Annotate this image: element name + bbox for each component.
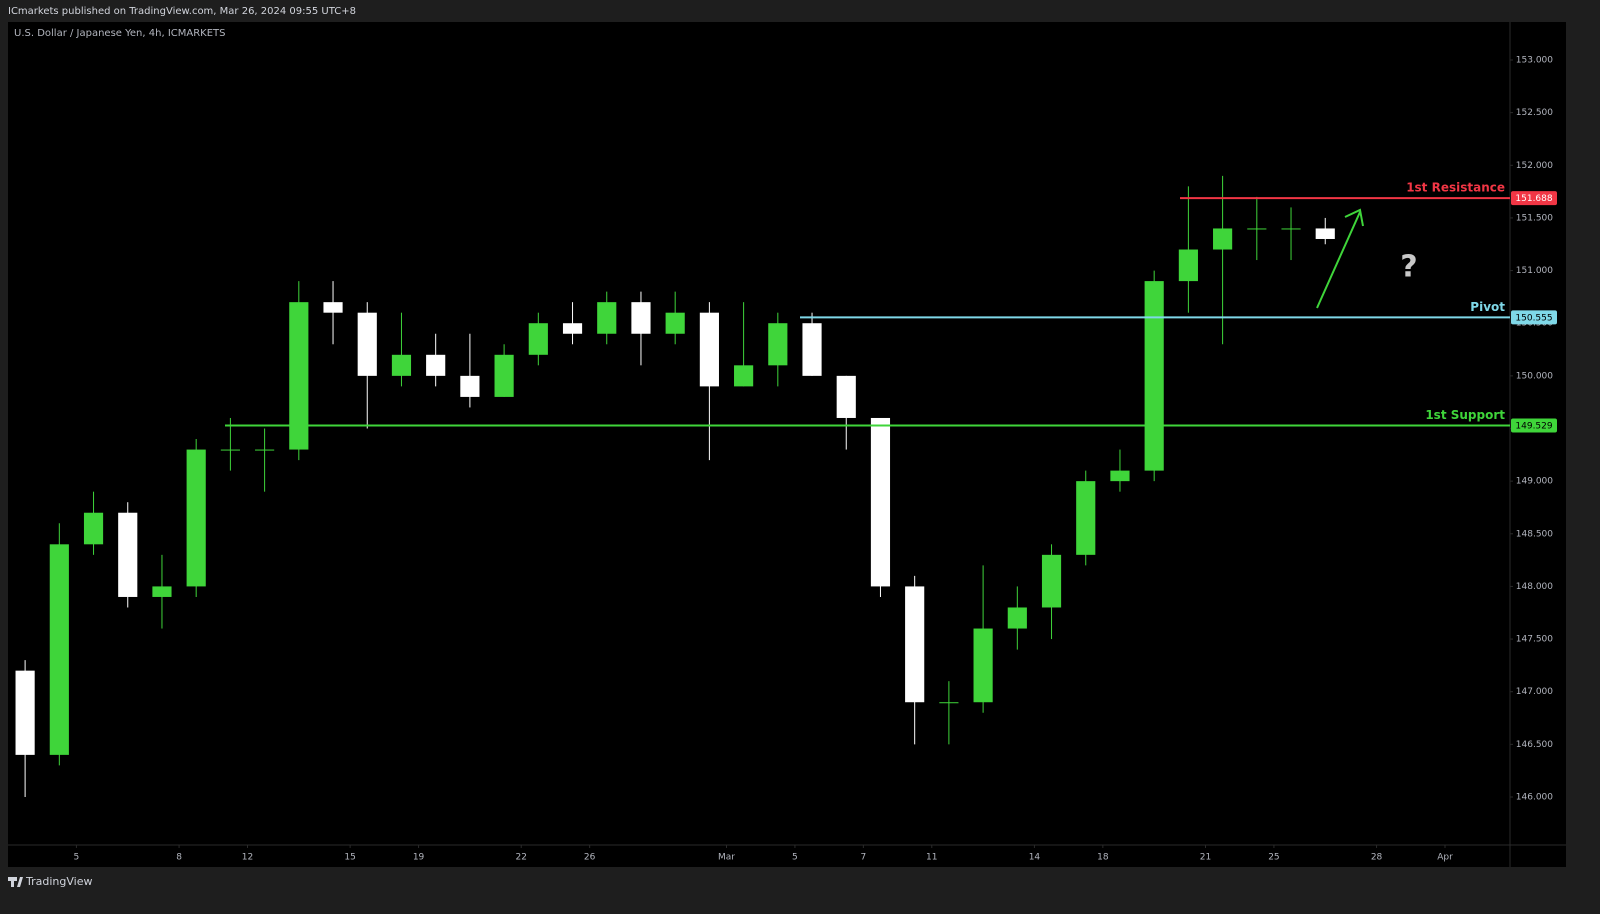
- x-tick-label: 26: [584, 853, 596, 863]
- candle-body: [186, 449, 206, 587]
- price-tag: [1511, 310, 1557, 325]
- candle-body: [494, 354, 514, 397]
- arrow-shaft: [1316, 211, 1361, 309]
- price-tag-label: 151.688: [1515, 194, 1552, 204]
- candle-body: [562, 323, 583, 334]
- candle-body: [1213, 228, 1233, 250]
- candle-body: [1281, 228, 1301, 230]
- candle-body: [836, 375, 856, 418]
- candle-body: [631, 302, 651, 334]
- x-tick-label: 22: [515, 853, 526, 863]
- x-tick-label: 14: [1029, 853, 1041, 863]
- candle-body: [118, 512, 138, 597]
- candle-body: [802, 323, 822, 376]
- symbol-title: U.S. Dollar / Japanese Yen, 4h, ICMARKET…: [14, 28, 226, 39]
- y-tick-label: 147.500: [1516, 635, 1553, 645]
- candle-body: [1178, 249, 1198, 282]
- plot-background: [8, 22, 1566, 867]
- x-tick-label: 5: [74, 853, 80, 863]
- candles: [15, 175, 1335, 797]
- y-tick-label: 151.000: [1516, 266, 1553, 276]
- candle-body: [1144, 281, 1164, 471]
- candle-body: [1076, 481, 1096, 555]
- candle-body: [1110, 470, 1130, 482]
- x-tick-label: Mar: [718, 853, 735, 863]
- x-tick-label: 8: [176, 853, 182, 863]
- candle-body: [870, 417, 891, 587]
- price-tag-label: 149.529: [1515, 421, 1552, 431]
- x-tick-label: 11: [926, 853, 937, 863]
- price-tag: [1511, 191, 1557, 206]
- x-tick-label: 12: [242, 853, 253, 863]
- x-tick-label: 19: [413, 853, 425, 863]
- candle-body: [665, 312, 685, 334]
- x-tick-label: 7: [860, 853, 866, 863]
- candle-body: [1247, 228, 1267, 230]
- candle-body: [768, 323, 788, 366]
- candle-body: [1007, 607, 1027, 629]
- y-tick-label: 148.500: [1516, 529, 1553, 539]
- y-tick-label: 152.000: [1516, 161, 1553, 171]
- candle-body: [460, 375, 480, 397]
- candle-body: [323, 302, 343, 313]
- level-name: 1st Support: [1425, 408, 1505, 422]
- y-tick-label: 146.000: [1516, 792, 1553, 802]
- candle-body: [289, 302, 309, 450]
- tv-logo: [8, 877, 23, 887]
- price-tag: [1511, 418, 1557, 433]
- x-tick-label: 25: [1268, 853, 1279, 863]
- brand: TradingView: [25, 875, 92, 888]
- candle-body: [49, 544, 69, 755]
- candle-body: [255, 449, 275, 451]
- candle-body: [734, 365, 754, 387]
- price-tag-label: 150.555: [1515, 313, 1552, 323]
- candle-body: [905, 586, 925, 703]
- y-tick-label: 148.000: [1516, 582, 1553, 592]
- candle-body: [1315, 228, 1335, 239]
- candle-body: [83, 512, 104, 545]
- candle-body: [15, 670, 35, 755]
- x-tick-label: 15: [344, 853, 355, 863]
- candle-body: [152, 586, 172, 597]
- y-tick-label: 152.500: [1516, 108, 1553, 118]
- x-tick-label: 5: [792, 853, 798, 863]
- candle-body: [220, 449, 240, 451]
- candle-body: [699, 312, 719, 387]
- x-tick-label: Apr: [1437, 853, 1453, 863]
- candle-body: [939, 702, 959, 704]
- y-tick-label: 153.000: [1516, 56, 1553, 66]
- y-tick-label: 149.000: [1516, 477, 1553, 487]
- candle-body: [597, 302, 617, 334]
- publish-info: ICmarkets published on TradingView.com, …: [8, 6, 356, 17]
- x-tick-label: 21: [1200, 853, 1211, 863]
- candle-body: [426, 354, 446, 376]
- arrow-head: [1344, 208, 1364, 227]
- candle-body: [1041, 554, 1062, 608]
- level-name: Pivot: [1470, 300, 1505, 314]
- candle-body: [973, 628, 993, 703]
- level-name: 1st Resistance: [1406, 181, 1505, 195]
- y-tick-label: 150.000: [1516, 371, 1553, 381]
- y-tick-label: 147.000: [1516, 687, 1553, 697]
- candle-body: [357, 312, 377, 376]
- x-tick-label: 28: [1371, 853, 1383, 863]
- annotation: ?: [1400, 250, 1417, 285]
- x-tick-label: 18: [1097, 853, 1109, 863]
- candle-body: [391, 354, 412, 376]
- candle-body: [528, 323, 548, 355]
- y-tick-label: 151.500: [1516, 213, 1553, 223]
- y-tick-label: 146.500: [1516, 740, 1553, 750]
